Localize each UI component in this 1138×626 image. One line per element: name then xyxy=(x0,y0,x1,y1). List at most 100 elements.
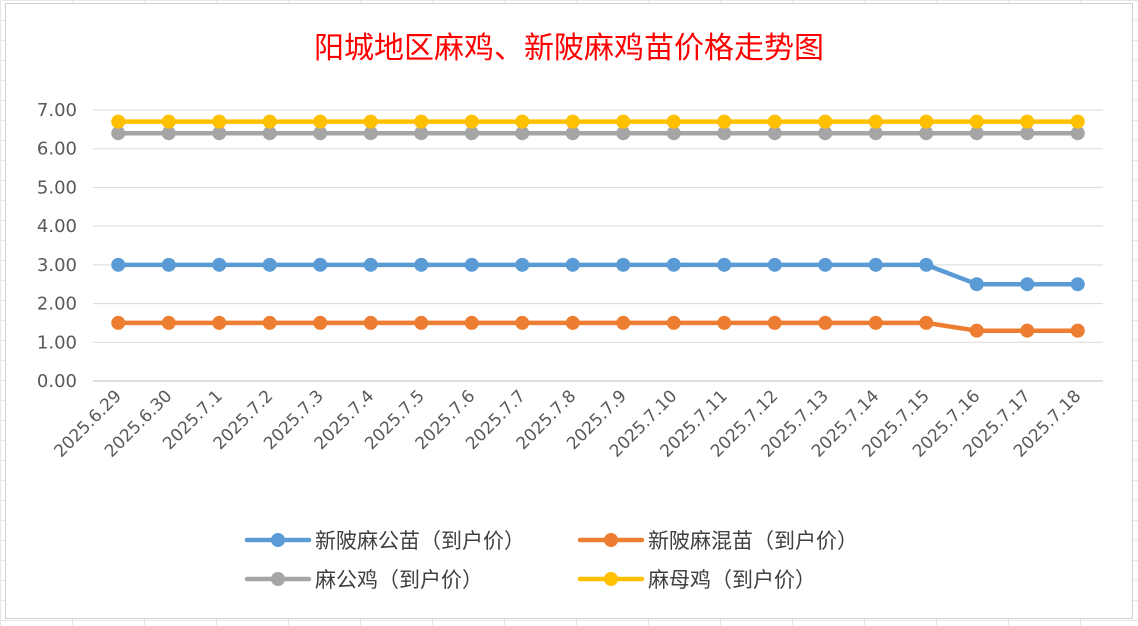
data-point[interactable] xyxy=(1020,114,1035,129)
legend-item[interactable]: 麻公鸡（到户价） xyxy=(244,568,483,592)
data-point[interactable] xyxy=(919,315,934,330)
legend-marker xyxy=(271,533,285,547)
data-point[interactable] xyxy=(616,315,631,330)
data-point[interactable] xyxy=(868,126,883,141)
data-point[interactable] xyxy=(565,114,580,129)
data-point[interactable] xyxy=(212,114,227,129)
data-point[interactable] xyxy=(919,257,934,272)
data-point[interactable] xyxy=(767,257,782,272)
data-point[interactable] xyxy=(313,257,328,272)
data-point[interactable] xyxy=(111,315,126,330)
data-point[interactable] xyxy=(363,315,378,330)
data-point[interactable] xyxy=(616,126,631,141)
y-tick-label: 5.00 xyxy=(37,177,77,198)
data-point[interactable] xyxy=(262,126,277,141)
data-point[interactable] xyxy=(565,315,580,330)
data-point[interactable] xyxy=(313,126,328,141)
data-point[interactable] xyxy=(969,114,984,129)
gridlines xyxy=(93,109,1103,382)
data-point[interactable] xyxy=(363,126,378,141)
data-point[interactable] xyxy=(1020,277,1035,292)
data-point[interactable] xyxy=(818,257,833,272)
data-point[interactable] xyxy=(111,257,126,272)
data-point[interactable] xyxy=(868,315,883,330)
data-point[interactable] xyxy=(515,114,530,129)
y-tick-label: 2.00 xyxy=(37,294,77,315)
data-point[interactable] xyxy=(414,315,429,330)
data-point[interactable] xyxy=(616,114,631,129)
data-point[interactable] xyxy=(212,126,227,141)
data-point[interactable] xyxy=(515,126,530,141)
data-point[interactable] xyxy=(717,126,732,141)
data-point[interactable] xyxy=(969,126,984,141)
data-point[interactable] xyxy=(212,315,227,330)
data-point[interactable] xyxy=(919,114,934,129)
legend[interactable]: 新陂麻公苗（到户价） 新陂麻混苗（到户价） 麻公鸡（到户价） 麻母鸡（到户价） xyxy=(244,529,858,592)
data-point[interactable] xyxy=(161,114,176,129)
data-point[interactable] xyxy=(515,257,530,272)
legend-item[interactable]: 麻母鸡（到户价） xyxy=(577,568,816,592)
x-axis-ticks: 2025.6.292025.6.302025.7.12025.7.22025.7… xyxy=(50,386,1085,461)
data-point[interactable] xyxy=(414,114,429,129)
data-point[interactable] xyxy=(969,277,984,292)
data-point[interactable] xyxy=(868,114,883,129)
series-line xyxy=(116,262,1081,287)
data-point[interactable] xyxy=(1070,277,1085,292)
data-point[interactable] xyxy=(767,126,782,141)
data-point[interactable] xyxy=(161,126,176,141)
data-point[interactable] xyxy=(767,114,782,129)
data-point[interactable] xyxy=(1070,126,1085,141)
data-point[interactable] xyxy=(666,315,681,330)
data-point[interactable] xyxy=(565,126,580,141)
data-point[interactable] xyxy=(313,114,328,129)
data-point[interactable] xyxy=(464,114,479,129)
data-point[interactable] xyxy=(161,257,176,272)
data-point[interactable] xyxy=(262,315,277,330)
legend-item[interactable]: 新陂麻公苗（到户价） xyxy=(244,529,525,553)
data-point[interactable] xyxy=(464,257,479,272)
data-point[interactable] xyxy=(717,257,732,272)
data-point[interactable] xyxy=(1070,323,1085,338)
data-point[interactable] xyxy=(818,114,833,129)
series-1 xyxy=(111,315,1085,338)
data-point[interactable] xyxy=(818,315,833,330)
y-tick-label: 4.00 xyxy=(37,216,77,237)
data-point[interactable] xyxy=(1070,114,1085,129)
chart-area[interactable] xyxy=(5,3,1133,619)
data-point[interactable] xyxy=(363,257,378,272)
data-point[interactable] xyxy=(666,126,681,141)
data-point[interactable] xyxy=(616,257,631,272)
data-point[interactable] xyxy=(111,114,126,129)
data-point[interactable] xyxy=(717,114,732,129)
data-point[interactable] xyxy=(969,323,984,338)
data-point[interactable] xyxy=(212,257,227,272)
data-point[interactable] xyxy=(464,126,479,141)
data-point[interactable] xyxy=(262,114,277,129)
y-tick-label: 1.00 xyxy=(37,332,77,353)
data-point[interactable] xyxy=(414,126,429,141)
data-point[interactable] xyxy=(414,257,429,272)
data-point[interactable] xyxy=(1020,323,1035,338)
data-point[interactable] xyxy=(919,126,934,141)
data-point[interactable] xyxy=(262,257,277,272)
y-tick-label: 6.00 xyxy=(37,139,77,160)
data-point[interactable] xyxy=(464,315,479,330)
data-point[interactable] xyxy=(767,315,782,330)
data-point[interactable] xyxy=(111,126,126,141)
data-point[interactable] xyxy=(161,315,176,330)
data-point[interactable] xyxy=(565,257,580,272)
data-point[interactable] xyxy=(363,114,378,129)
data-point[interactable] xyxy=(666,114,681,129)
legend-item[interactable]: 新陂麻混苗（到户价） xyxy=(577,529,858,553)
chart-title: 阳城地区麻鸡、新陂麻鸡苗价格走势图 xyxy=(314,31,824,66)
data-point[interactable] xyxy=(868,257,883,272)
y-tick-label: 7.00 xyxy=(37,100,77,121)
data-point[interactable] xyxy=(666,257,681,272)
data-point[interactable] xyxy=(1020,126,1035,141)
legend-label: 麻母鸡（到户价） xyxy=(648,568,816,592)
data-point[interactable] xyxy=(313,315,328,330)
data-point[interactable] xyxy=(818,126,833,141)
data-point[interactable] xyxy=(717,315,732,330)
data-point[interactable] xyxy=(515,315,530,330)
